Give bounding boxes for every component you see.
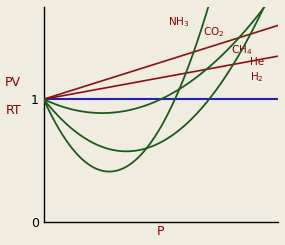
X-axis label: P: P: [157, 225, 165, 238]
Text: PV: PV: [5, 76, 21, 89]
Text: RT: RT: [5, 104, 21, 117]
Text: CH$_4$: CH$_4$: [231, 43, 253, 57]
Text: NH$_3$: NH$_3$: [168, 16, 189, 29]
Text: H$_2$: H$_2$: [250, 70, 264, 84]
Text: He: He: [250, 57, 264, 67]
Text: CO$_2$: CO$_2$: [203, 25, 224, 39]
